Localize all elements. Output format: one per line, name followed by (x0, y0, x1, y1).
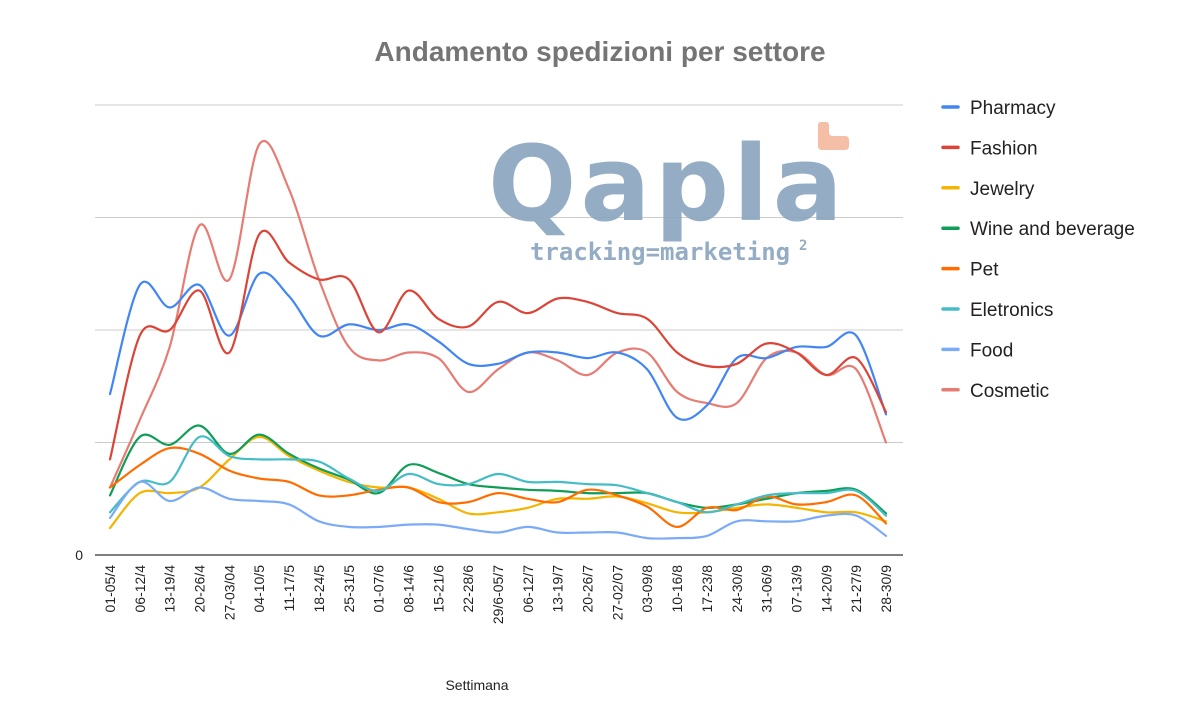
x-tick-label: 11-17/5 (281, 565, 297, 612)
legend: Pharmacy Fashion Jewelry Wine and beverage P… (941, 98, 1135, 402)
series-line-pet (108, 446, 888, 529)
series-line-food (108, 480, 888, 540)
legend-label-fashion: Fashion (970, 138, 1038, 159)
legend-label-cosmetic: Cosmetic (970, 381, 1049, 402)
series-lines (108, 140, 888, 540)
x-tick-label: 08-14/6 (400, 565, 416, 613)
x-tick-label: 06-12/4 (132, 565, 148, 613)
series-line-pharmacy (108, 271, 888, 421)
y-axis-ticks: 0 (75, 547, 83, 563)
x-tick-label: 20-26/4 (192, 565, 208, 613)
x-tick-label: 28-30/9 (878, 565, 894, 613)
x-tick-label: 22-28/6 (460, 565, 476, 613)
x-tick-label: 07-13/9 (788, 565, 804, 613)
series-line-eletronics (108, 435, 888, 517)
x-tick-label: 01-05/4 (102, 565, 118, 613)
x-tick-label: 15-21/6 (430, 565, 446, 613)
x-tick-label: 10-16/8 (669, 565, 685, 613)
x-tick-label: 29/6-05/7 (490, 565, 506, 624)
x-tick-label: 20-26/7 (580, 565, 596, 613)
legend-label-wine-and-beverage: Wine and beverage (970, 219, 1135, 240)
x-tick-label: 27-02/07 (609, 565, 625, 620)
legend-label-pet: Pet (970, 260, 999, 281)
x-axis-label: Settimana (445, 677, 508, 693)
x-tick-label: 24-30/8 (729, 565, 745, 613)
x-tick-label: 27-03/04 (221, 565, 237, 620)
x-tick-label: 13-19/7 (550, 565, 566, 613)
x-tick-label: 25-31/5 (341, 565, 357, 613)
x-tick-label: 31-06/9 (759, 565, 775, 613)
logo-tagline: tracking=marketing (530, 238, 790, 266)
x-tick-label: 21-27/9 (848, 565, 864, 613)
gridlines (95, 104, 903, 556)
x-tick-label: 01-07/6 (371, 565, 387, 613)
x-tick-label: 14-20/9 (818, 565, 834, 613)
x-tick-label: 17-23/8 (699, 565, 715, 613)
x-tick-label: 03-09/8 (639, 565, 655, 613)
logo-superscript: 2 (799, 238, 807, 254)
legend-label-jewelry: Jewelry (970, 179, 1035, 200)
y-tick-label: 0 (75, 547, 83, 563)
x-tick-label: 04-10/5 (251, 565, 267, 613)
logo-accent-shape (818, 122, 849, 150)
series-line-fashion (108, 229, 888, 461)
x-tick-label: 06-12/7 (520, 565, 536, 613)
legend-label-eletronics: Eletronics (970, 300, 1053, 321)
series-line-cosmetic (108, 140, 888, 489)
x-tick-label: 18-24/5 (311, 565, 327, 613)
legend-label-food: Food (970, 340, 1013, 361)
x-axis-ticks: 01-05/4 06-12/4 13-19/4 20-26/4 27-03/04 04-1… (102, 565, 894, 624)
qapla-logo: Qapla tracking=marketing 2 (488, 122, 849, 266)
legend-label-pharmacy: Pharmacy (970, 98, 1056, 119)
logo-wordmark: Qapla (488, 123, 847, 245)
chart-title: Andamento spedizioni per settore (374, 36, 825, 67)
x-tick-label: 13-19/4 (162, 565, 178, 613)
